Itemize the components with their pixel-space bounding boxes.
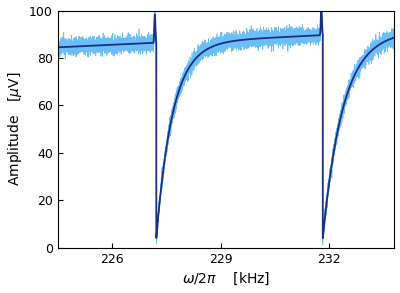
X-axis label: $\omega/2\pi$    [kHz]: $\omega/2\pi$ [kHz]: [182, 271, 270, 287]
Y-axis label: Amplitude   [$\mu$V]: Amplitude [$\mu$V]: [6, 72, 24, 186]
